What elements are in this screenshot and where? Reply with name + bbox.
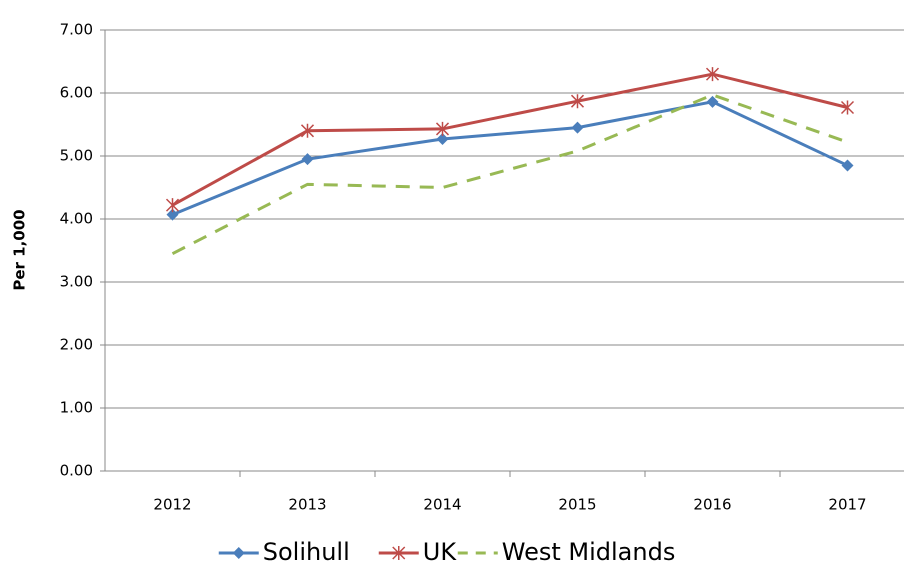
marker [166, 208, 179, 221]
marker [841, 159, 854, 172]
legend-label: Solihull [263, 538, 350, 566]
marker [436, 132, 449, 145]
y-tick-label: 6.00 [60, 84, 93, 102]
marker [300, 123, 315, 138]
legend-item: UK [378, 538, 458, 566]
marker [571, 121, 584, 134]
marker [435, 121, 450, 136]
marker [840, 100, 855, 115]
x-tick-label: 2012 [153, 496, 191, 514]
legend-marker [392, 546, 406, 560]
y-tick-label: 7.00 [60, 21, 93, 39]
series-line [171, 72, 848, 207]
y-tick-label: 5.00 [60, 147, 93, 165]
x-tick-label: 2017 [828, 496, 866, 514]
marker [705, 67, 720, 82]
x-tick-label: 2015 [558, 496, 596, 514]
x-tick-label: 2016 [693, 496, 731, 514]
marker [706, 95, 719, 108]
y-tick-label: 0.00 [60, 462, 93, 480]
series-line [171, 100, 849, 216]
y-tick-label: 4.00 [60, 210, 93, 228]
legend-label: UK [423, 538, 458, 566]
marker [301, 153, 314, 166]
legend-marker [232, 547, 245, 559]
legend-label: West Midlands [502, 538, 676, 566]
y-tick-label: 1.00 [60, 399, 93, 417]
legend-item: West Midlands [457, 538, 676, 566]
marker [165, 198, 180, 213]
y-tick-label: 2.00 [60, 336, 93, 354]
y-axis-label: Per 1,000 [11, 209, 29, 290]
x-tick-label: 2013 [288, 496, 326, 514]
legend-item: Solihull [218, 538, 350, 566]
series-line [171, 93, 848, 255]
x-tick-label: 2014 [423, 496, 461, 514]
marker [570, 94, 585, 109]
y-tick-label: 3.00 [60, 273, 93, 291]
